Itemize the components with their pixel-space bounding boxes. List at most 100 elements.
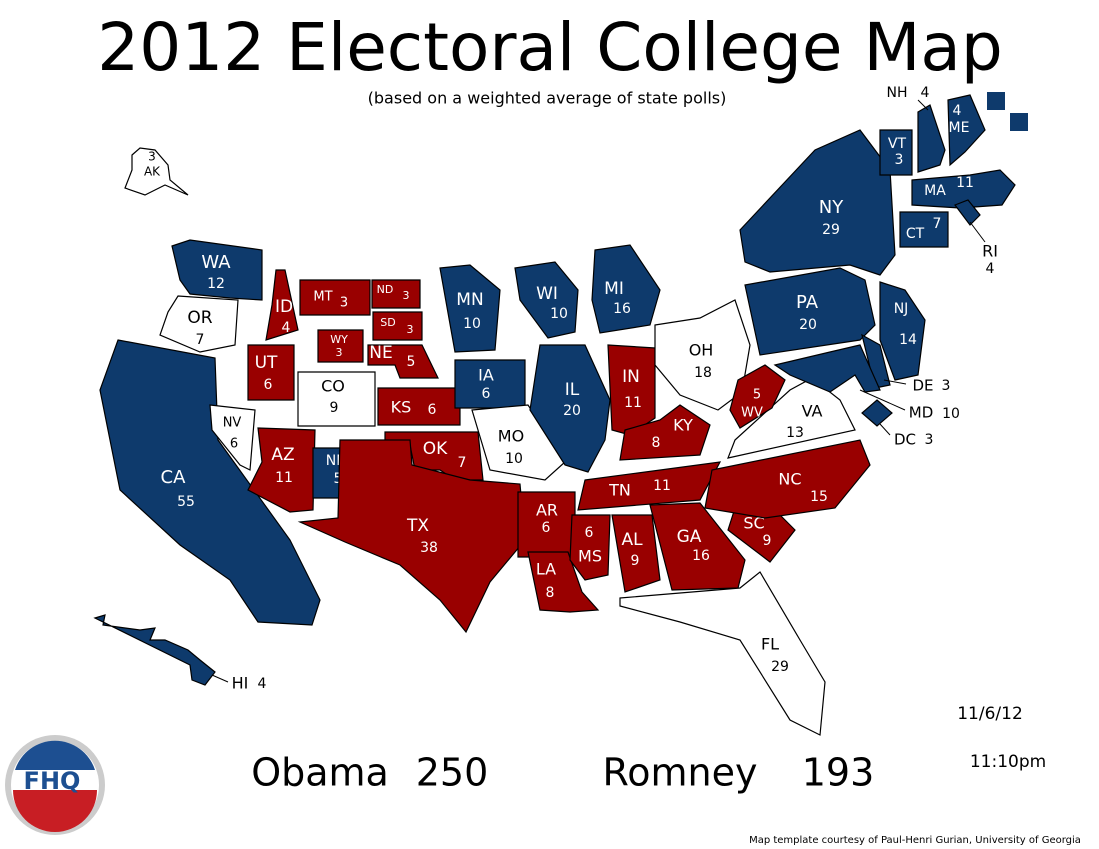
state-shape bbox=[317, 329, 364, 363]
leader-line bbox=[211, 674, 229, 683]
state-shape bbox=[247, 344, 295, 401]
subtitle: (based on a weighted average of state po… bbox=[368, 89, 727, 108]
state-votes: 5 bbox=[334, 471, 343, 487]
state-votes: 4 bbox=[282, 320, 291, 336]
state-votes: 3 bbox=[925, 432, 934, 448]
state-shape bbox=[729, 364, 786, 429]
state-abbr: MS bbox=[578, 547, 602, 566]
state-shape bbox=[591, 244, 661, 334]
state-shape bbox=[367, 344, 439, 379]
state-votes: 10 bbox=[505, 451, 523, 467]
state-votes: 13 bbox=[786, 425, 804, 441]
state-abbr: OK bbox=[423, 439, 448, 459]
state-shape bbox=[619, 571, 826, 736]
state-shape bbox=[297, 371, 376, 427]
state-shape bbox=[297, 439, 526, 634]
state-abbr: NV bbox=[223, 416, 242, 431]
state-abbr: WY bbox=[330, 333, 348, 346]
state-votes: 3 bbox=[407, 323, 414, 336]
state-votes: 8 bbox=[652, 435, 661, 451]
state-shape bbox=[124, 147, 189, 196]
time: 11:10pm bbox=[970, 752, 1046, 772]
state-votes: 14 bbox=[899, 332, 917, 348]
state-votes: 6 bbox=[428, 402, 437, 418]
state-votes: 7 bbox=[196, 332, 205, 348]
state-votes: 16 bbox=[613, 301, 631, 317]
state-abbr: CA bbox=[161, 467, 187, 488]
logo-blue bbox=[15, 740, 95, 770]
state-shape bbox=[727, 377, 856, 459]
state-votes: 3 bbox=[403, 289, 410, 302]
state-votes: 4 bbox=[921, 85, 930, 101]
state-abbr: TX bbox=[406, 516, 429, 536]
state-abbr: NY bbox=[819, 197, 844, 218]
leader-line bbox=[917, 99, 929, 111]
state-abbr: AZ bbox=[271, 445, 294, 465]
date: 11/6/12 bbox=[957, 704, 1023, 724]
state-abbr: ID bbox=[275, 297, 293, 317]
state-votes: 3 bbox=[336, 346, 343, 359]
state-votes: 6 bbox=[585, 525, 594, 541]
state-votes: 55 bbox=[177, 494, 195, 510]
state-shape bbox=[947, 94, 986, 167]
state-shape bbox=[439, 264, 501, 353]
state-abbr: IA bbox=[478, 366, 494, 385]
state-abbr: NH bbox=[887, 85, 908, 101]
state-votes: 9 bbox=[330, 400, 339, 416]
state-shape bbox=[649, 502, 746, 591]
decor-square bbox=[987, 92, 1005, 110]
state-shape bbox=[739, 129, 896, 276]
state-abbr: RI bbox=[982, 242, 998, 261]
state-shape bbox=[371, 279, 421, 309]
state-shape bbox=[171, 239, 263, 301]
state-votes: 11 bbox=[624, 395, 642, 411]
state-votes: 29 bbox=[771, 659, 789, 675]
credit: Map template courtesy of Paul-Henri Guri… bbox=[749, 835, 1081, 846]
state-abbr: GA bbox=[677, 527, 702, 547]
state-votes: 6 bbox=[264, 377, 273, 393]
state-abbr: MA bbox=[924, 183, 946, 199]
state-abbr: NE bbox=[369, 343, 392, 363]
state-votes: 5 bbox=[407, 354, 416, 370]
state-abbr: PA bbox=[796, 292, 819, 313]
state-abbr: SC bbox=[743, 514, 764, 533]
state-abbr: ME bbox=[949, 120, 970, 136]
state-shape bbox=[377, 387, 461, 426]
logo: FHQ bbox=[5, 735, 105, 835]
state-abbr: MT bbox=[313, 290, 332, 305]
state-abbr: MI bbox=[604, 279, 624, 299]
state-votes: 12 bbox=[207, 276, 225, 292]
leader-line bbox=[859, 389, 906, 411]
leader-line bbox=[879, 423, 891, 436]
state-votes: 9 bbox=[763, 533, 772, 549]
state-abbr: KY bbox=[673, 416, 693, 435]
state-shape bbox=[954, 199, 981, 226]
state-votes: 11 bbox=[956, 175, 974, 191]
state-votes: 15 bbox=[810, 489, 828, 505]
state-abbr: OR bbox=[187, 308, 212, 328]
state-shape bbox=[611, 514, 661, 593]
candidate-name: Romney bbox=[603, 751, 758, 795]
state-abbr: LA bbox=[536, 560, 556, 579]
state-shape bbox=[773, 344, 881, 393]
state-abbr: HI bbox=[232, 674, 249, 693]
state-votes: 11 bbox=[275, 470, 293, 486]
state-shape bbox=[917, 104, 946, 173]
state-votes: 4 bbox=[258, 676, 267, 692]
title: 2012 Electoral College Map bbox=[97, 9, 1003, 86]
state-abbr: TN bbox=[608, 481, 631, 500]
state-abbr: AR bbox=[536, 501, 558, 520]
state-abbr: AL bbox=[621, 530, 643, 550]
leader-line bbox=[883, 379, 907, 385]
state-votes: 7 bbox=[458, 455, 467, 471]
state-shape bbox=[744, 267, 876, 356]
state-shape bbox=[299, 279, 371, 316]
state-votes: 29 bbox=[822, 222, 840, 238]
state-abbr: SD bbox=[380, 316, 395, 329]
candidate-name: Obama bbox=[251, 751, 389, 795]
state-shape bbox=[372, 311, 423, 341]
state-shape bbox=[619, 404, 711, 461]
state-abbr: FL bbox=[761, 635, 779, 654]
